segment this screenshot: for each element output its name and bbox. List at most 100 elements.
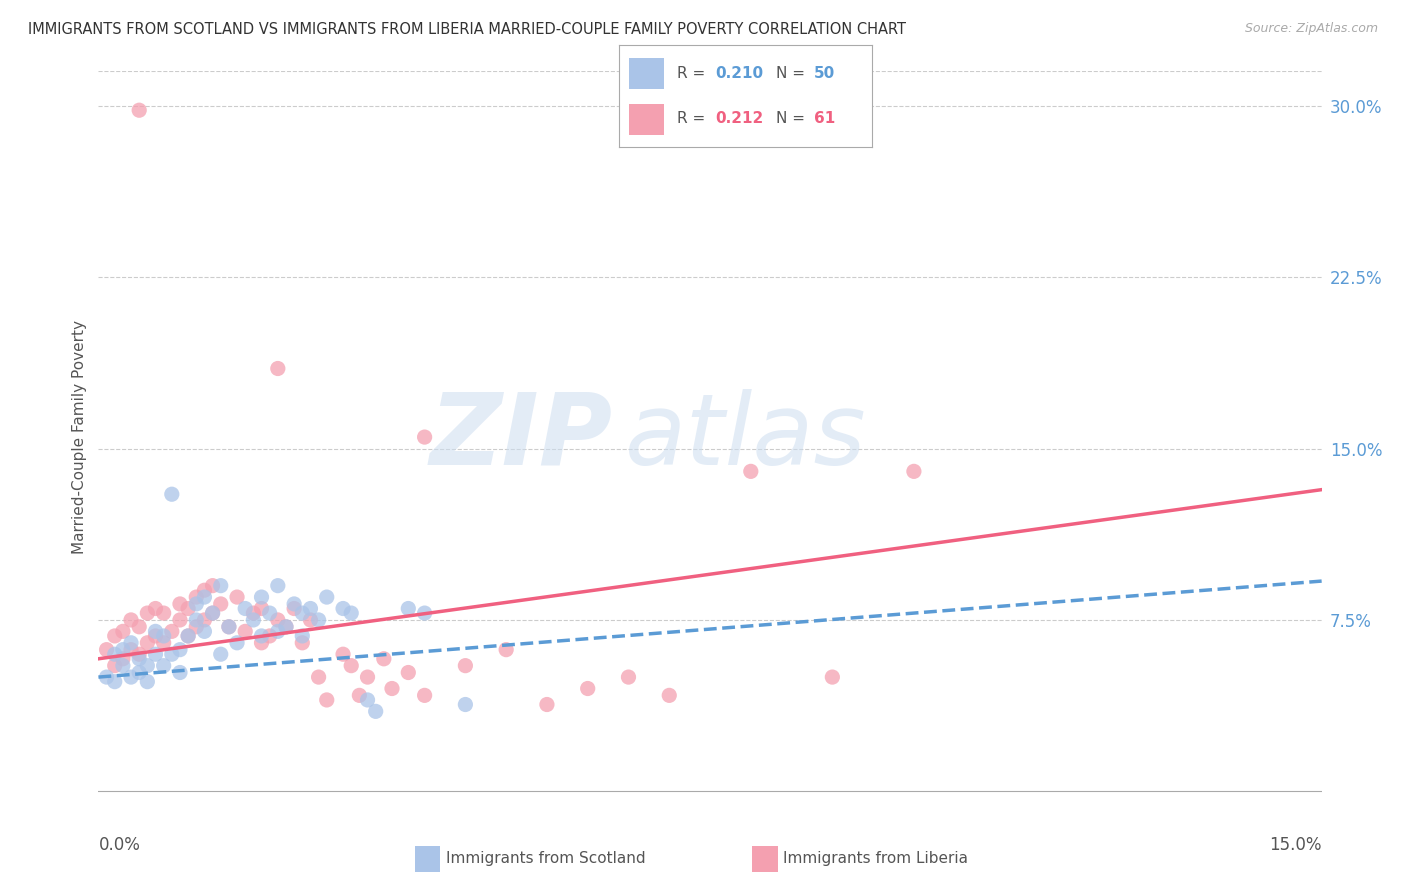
Point <box>209 597 232 611</box>
Point <box>349 689 371 703</box>
Point <box>373 652 395 666</box>
Point <box>128 652 150 666</box>
Point <box>267 613 290 627</box>
Point <box>242 613 264 627</box>
Point <box>242 606 264 620</box>
Point <box>454 658 477 673</box>
Point <box>145 624 167 639</box>
Point <box>96 670 118 684</box>
Point <box>128 620 150 634</box>
Point <box>104 647 127 661</box>
Point <box>259 606 281 620</box>
Point <box>209 647 232 661</box>
Point <box>233 601 256 615</box>
Text: N =: N = <box>776 66 804 81</box>
Point <box>186 590 208 604</box>
Point <box>136 658 159 673</box>
Point <box>821 670 844 684</box>
Text: R =: R = <box>676 66 704 81</box>
Point <box>250 601 273 615</box>
Point <box>120 670 142 684</box>
Text: IMMIGRANTS FROM SCOTLAND VS IMMIGRANTS FROM LIBERIA MARRIED-COUPLE FAMILY POVERT: IMMIGRANTS FROM SCOTLAND VS IMMIGRANTS F… <box>28 22 905 37</box>
Text: 0.210: 0.210 <box>714 66 763 81</box>
Text: Immigrants from Liberia: Immigrants from Liberia <box>783 852 969 866</box>
Point <box>274 620 297 634</box>
Point <box>152 629 174 643</box>
Point <box>152 658 174 673</box>
Text: 15.0%: 15.0% <box>1270 836 1322 854</box>
Point <box>193 590 215 604</box>
Point <box>120 642 142 657</box>
Point <box>233 624 256 639</box>
Point <box>136 636 159 650</box>
Text: ZIP: ZIP <box>429 389 612 485</box>
Point <box>299 601 322 615</box>
Point <box>226 636 249 650</box>
Point <box>740 464 762 478</box>
Point <box>413 689 436 703</box>
Text: 50: 50 <box>814 66 835 81</box>
Point <box>111 642 134 657</box>
Bar <box>628 104 664 135</box>
Point <box>267 579 290 593</box>
Point <box>364 705 387 719</box>
Point <box>218 620 240 634</box>
Point <box>104 674 127 689</box>
Point <box>283 597 305 611</box>
Point <box>111 624 134 639</box>
Point <box>201 606 224 620</box>
Point <box>177 629 200 643</box>
Point <box>332 601 354 615</box>
Text: 61: 61 <box>814 111 835 126</box>
Point <box>340 658 363 673</box>
Point <box>96 642 118 657</box>
Point <box>576 681 599 696</box>
Point <box>536 698 558 712</box>
Point <box>340 606 363 620</box>
Point <box>160 624 183 639</box>
Point <box>169 613 191 627</box>
Point <box>193 583 215 598</box>
Point <box>186 620 208 634</box>
Point <box>218 620 240 634</box>
Point <box>152 606 174 620</box>
Point <box>209 579 232 593</box>
Point <box>396 665 419 680</box>
Point <box>226 590 249 604</box>
Point <box>128 647 150 661</box>
Point <box>136 606 159 620</box>
Point <box>145 647 167 661</box>
Point <box>299 613 322 627</box>
Point <box>413 606 436 620</box>
Point <box>177 601 200 615</box>
Point <box>104 658 127 673</box>
Point <box>267 624 290 639</box>
Point <box>111 652 134 666</box>
Point <box>169 597 191 611</box>
Point <box>413 430 436 444</box>
Point <box>186 613 208 627</box>
Bar <box>628 58 664 88</box>
Point <box>454 698 477 712</box>
Point <box>201 606 224 620</box>
Y-axis label: Married-Couple Family Poverty: Married-Couple Family Poverty <box>72 320 87 554</box>
Point <box>903 464 925 478</box>
Point <box>283 601 305 615</box>
Point <box>315 693 337 707</box>
Point <box>160 647 183 661</box>
Text: 0.212: 0.212 <box>714 111 763 126</box>
Point <box>201 579 224 593</box>
Point <box>136 674 159 689</box>
Point <box>267 361 290 376</box>
Point <box>120 613 142 627</box>
Point <box>315 590 337 604</box>
Point <box>291 629 314 643</box>
Point <box>308 670 330 684</box>
Point <box>145 601 167 615</box>
Point <box>495 642 517 657</box>
Text: R =: R = <box>676 111 704 126</box>
Point <box>193 613 215 627</box>
Text: N =: N = <box>776 111 804 126</box>
Point <box>177 629 200 643</box>
Point <box>658 689 681 703</box>
